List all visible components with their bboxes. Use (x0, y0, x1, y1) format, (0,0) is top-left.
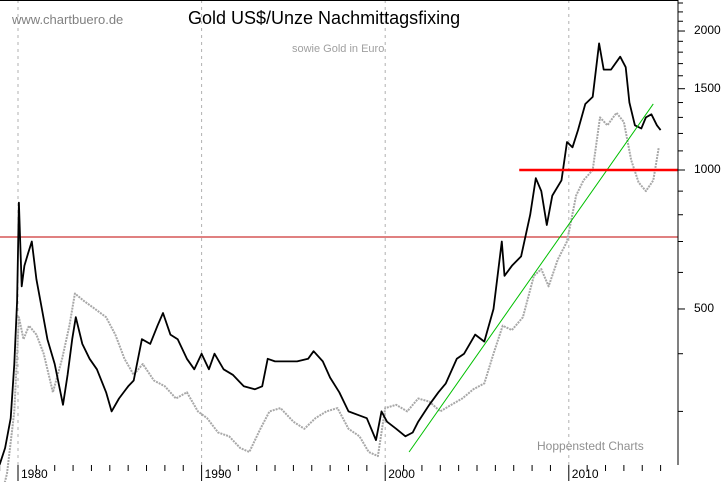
x-tick-label: 1980 (21, 467, 48, 481)
y-tick-label: 1500 (694, 80, 721, 95)
x-tick-label: 2000 (388, 467, 415, 481)
eur-series-line (3, 111, 660, 482)
y-tick-label: 1000 (694, 162, 721, 176)
x-tick-label: 2010 (571, 467, 599, 481)
grid-lines (0, 0, 678, 465)
axes (0, 0, 685, 481)
site-watermark: www.chartbuero.de (12, 12, 124, 27)
trendline (408, 103, 654, 453)
credit-label: Hoppenstedt Charts (537, 439, 644, 453)
y-tick-label: 2000 (694, 23, 721, 38)
y-tick-label: 500 (694, 300, 715, 315)
usd-series-line (0, 42, 662, 465)
chart-subtitle: sowie Gold in Euro (292, 43, 385, 55)
chart-title: Gold US$/Unze Nachmittagsfixing (188, 8, 461, 28)
x-tick-label: 1990 (204, 467, 232, 481)
